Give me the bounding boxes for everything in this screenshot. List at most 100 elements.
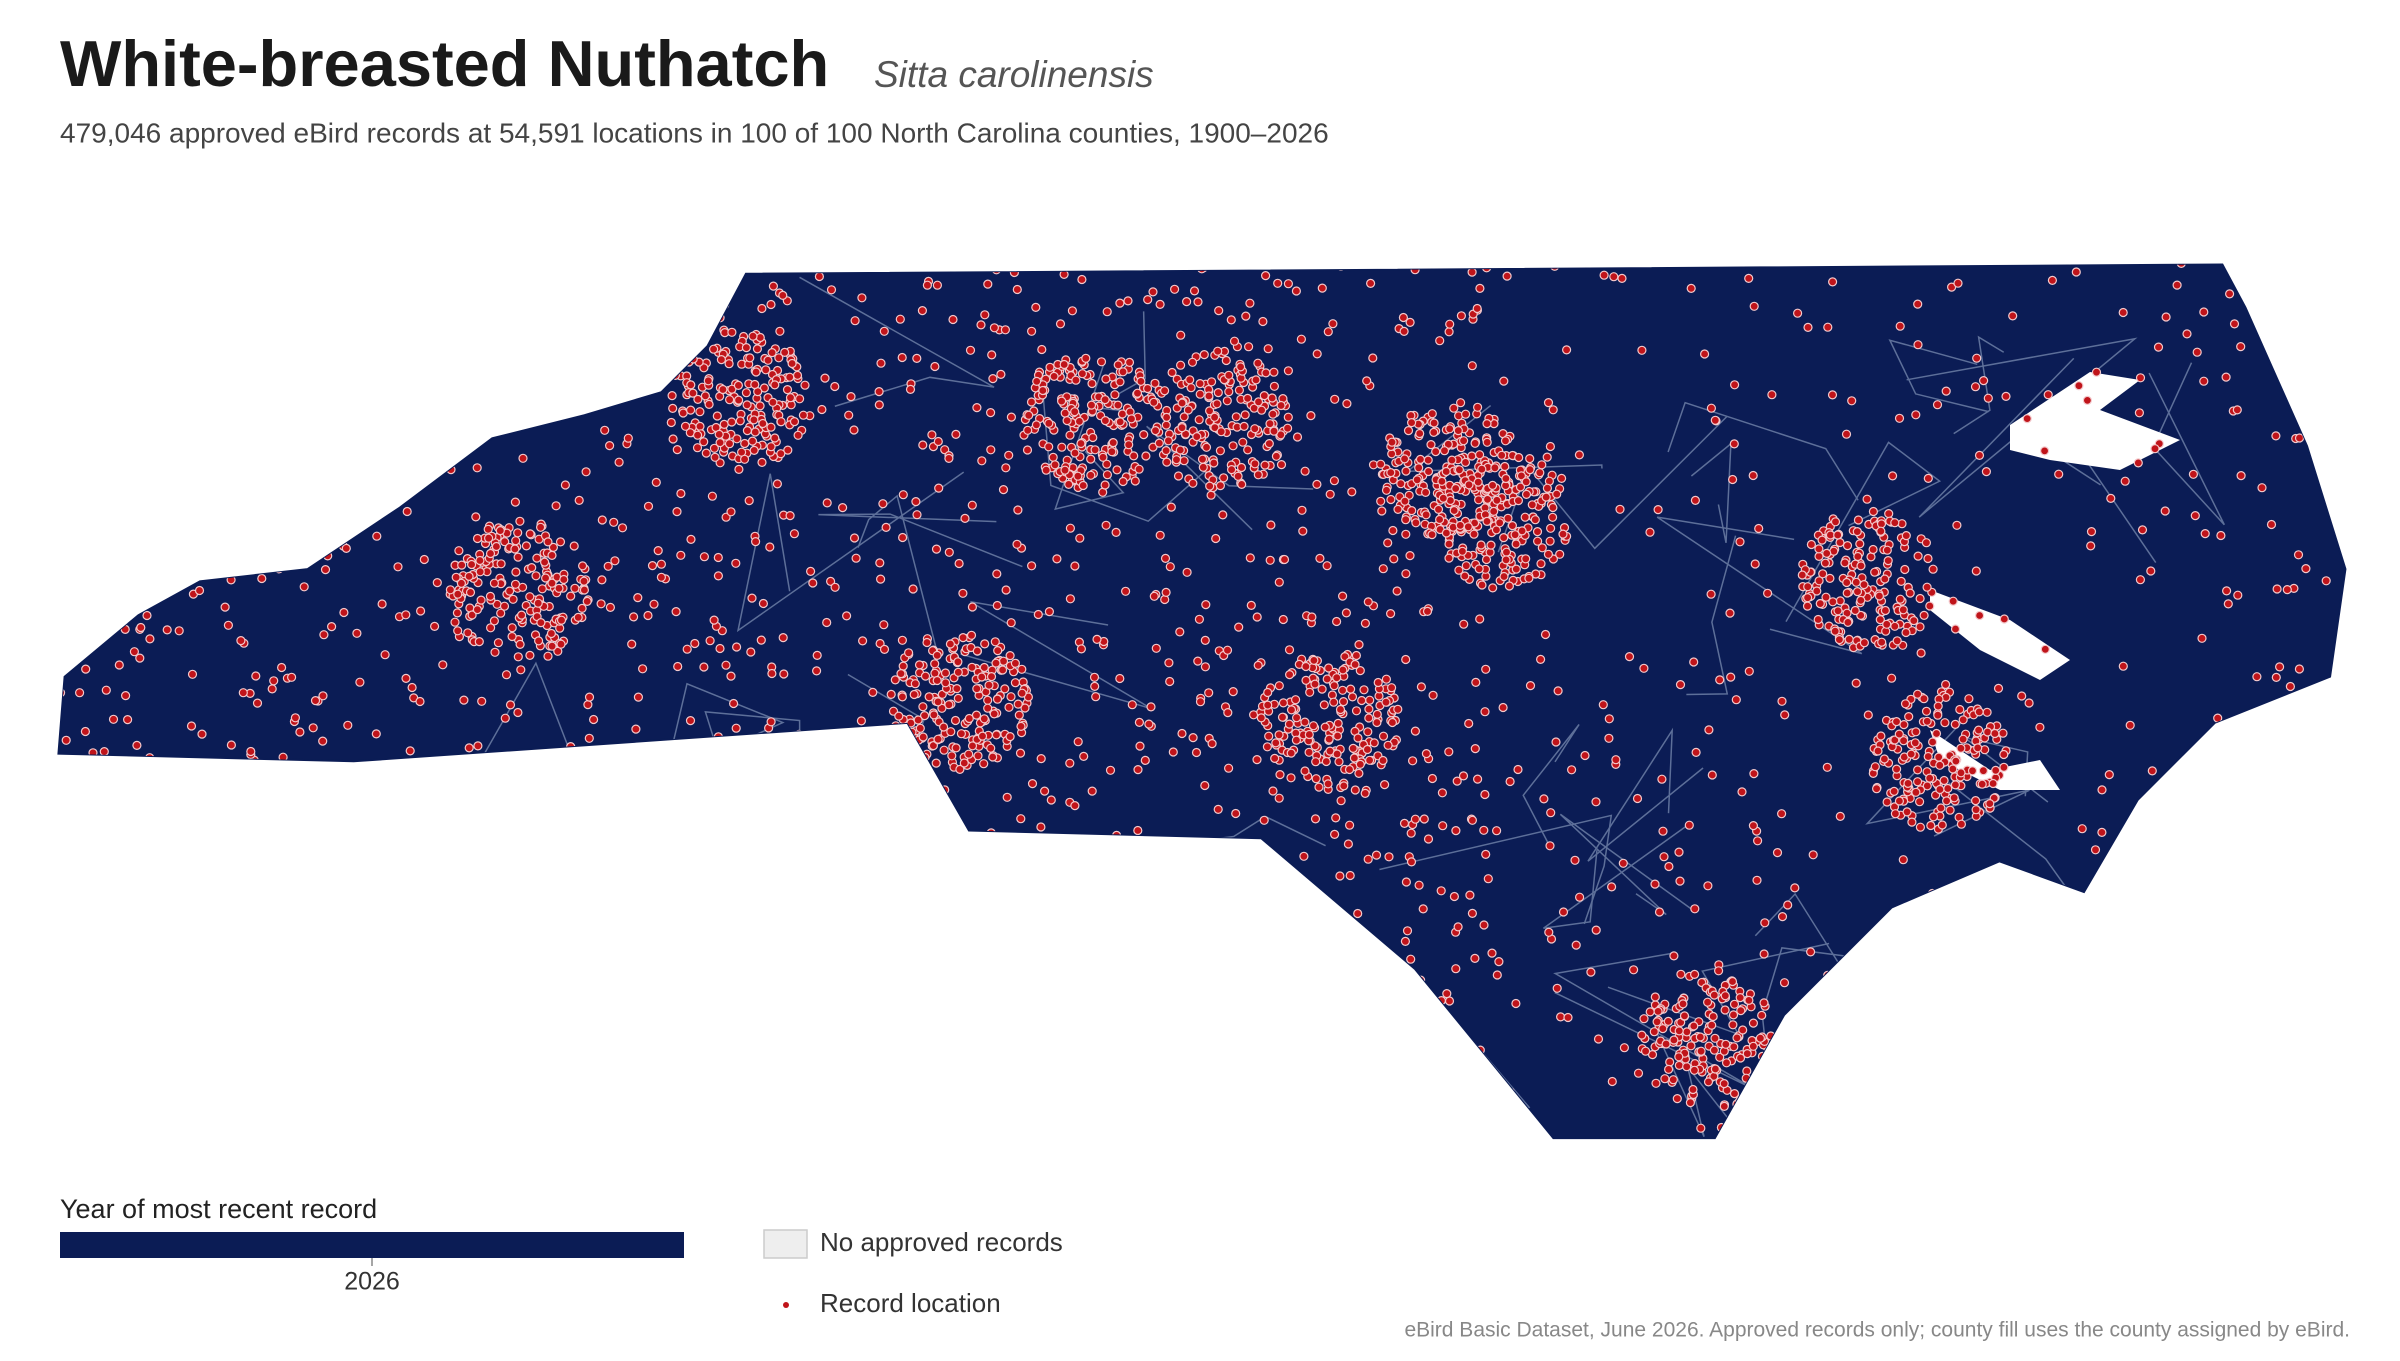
record-dot xyxy=(1719,1078,1729,1089)
record-dot xyxy=(1268,409,1278,419)
record-dot xyxy=(230,404,240,414)
record-dot xyxy=(1726,672,1736,682)
record-dot xyxy=(633,998,643,1008)
record-dot xyxy=(81,664,91,674)
record-dot xyxy=(499,1080,509,1090)
record-dot xyxy=(1070,407,1080,417)
record-dot xyxy=(2326,731,2336,741)
record-dot xyxy=(1633,1068,1644,1078)
record-dot xyxy=(1447,455,1457,465)
record-dot xyxy=(61,735,71,745)
record-dot xyxy=(2208,1108,2218,1118)
record-dot xyxy=(1124,440,1134,450)
record-dot xyxy=(1731,695,1741,705)
record-dot xyxy=(623,433,633,443)
record-dot xyxy=(1953,278,1963,288)
record-dot xyxy=(495,525,505,536)
record-dot xyxy=(101,454,112,464)
record-dot xyxy=(224,767,234,777)
record-dot xyxy=(1882,619,1892,629)
record-dot xyxy=(122,714,133,725)
record-dot xyxy=(954,558,964,569)
record-dot xyxy=(1863,710,1873,720)
record-dot xyxy=(719,419,729,429)
record-dot xyxy=(2268,807,2278,817)
record-dot xyxy=(257,423,267,433)
record-dot xyxy=(1571,940,1581,950)
record-dot xyxy=(1876,526,1886,536)
record-dot xyxy=(524,304,534,314)
record-dot xyxy=(1653,1006,1663,1017)
record-dot xyxy=(780,347,790,357)
record-dot xyxy=(1823,976,1833,987)
record-dot xyxy=(706,1022,716,1033)
record-dot xyxy=(1735,992,1745,1003)
record-dot xyxy=(577,921,587,932)
record-dot xyxy=(1213,346,1223,356)
record-dot xyxy=(1912,1069,1923,1079)
record-dot xyxy=(964,713,974,724)
record-dot xyxy=(555,885,565,895)
record-dot xyxy=(2133,931,2143,941)
record-dot xyxy=(989,323,1000,333)
record-dot xyxy=(1296,334,1307,344)
record-dot xyxy=(1253,358,1263,368)
record-dot xyxy=(672,1088,683,1098)
record-dot xyxy=(1352,1028,1363,1038)
record-dot xyxy=(1674,847,1684,857)
record-dot xyxy=(1847,396,1857,406)
record-dot xyxy=(1364,755,1375,765)
record-dot xyxy=(492,941,503,951)
record-dot xyxy=(1999,749,2009,760)
record-dot xyxy=(793,430,803,440)
record-dot xyxy=(2236,342,2246,352)
record-dot xyxy=(901,784,911,794)
record-dot xyxy=(305,430,315,440)
record-dot xyxy=(1808,850,1818,860)
record-dot xyxy=(1691,747,1701,758)
record-dot xyxy=(1199,350,1209,360)
record-dot xyxy=(1827,1000,1837,1010)
record-dot xyxy=(475,567,485,577)
record-dot xyxy=(1510,530,1520,540)
record-dot xyxy=(787,358,797,369)
record-dot xyxy=(110,349,121,359)
record-dot xyxy=(474,766,484,776)
record-dot xyxy=(58,279,68,289)
record-dot xyxy=(1160,553,1171,564)
record-dot xyxy=(1919,610,1929,621)
record-dot xyxy=(672,445,682,455)
record-dot xyxy=(1393,504,1403,514)
record-dot xyxy=(1450,1025,1460,1035)
record-dot xyxy=(747,593,757,603)
record-dot xyxy=(1133,920,1143,930)
record-dot xyxy=(1286,748,1296,758)
record-dot xyxy=(1335,871,1345,881)
record-dot xyxy=(256,1119,266,1129)
record-dot xyxy=(679,297,689,308)
record-dot xyxy=(1912,777,1923,787)
record-dot xyxy=(856,716,867,726)
record-dot xyxy=(991,730,1002,740)
record-dot xyxy=(1956,743,1966,753)
county-border xyxy=(1888,339,1989,413)
record-dot xyxy=(531,571,541,581)
record-dot xyxy=(2062,994,2072,1004)
record-dot xyxy=(2135,373,2146,383)
record-dot xyxy=(1882,1092,1893,1103)
record-dot xyxy=(980,310,990,320)
record-dot xyxy=(1341,1070,1351,1080)
record-dot xyxy=(874,400,884,410)
record-dot xyxy=(749,445,759,455)
record-dot xyxy=(464,571,474,582)
record-dot xyxy=(114,792,124,803)
county-border xyxy=(818,513,1023,568)
record-dot xyxy=(1102,921,1112,931)
record-dot xyxy=(1870,567,1880,577)
record-dot xyxy=(674,1031,684,1041)
record-dot xyxy=(767,348,777,358)
record-dot xyxy=(1423,466,1434,477)
record-dot xyxy=(1574,450,1585,460)
record-dot xyxy=(1363,597,1373,607)
record-dot xyxy=(672,507,682,517)
